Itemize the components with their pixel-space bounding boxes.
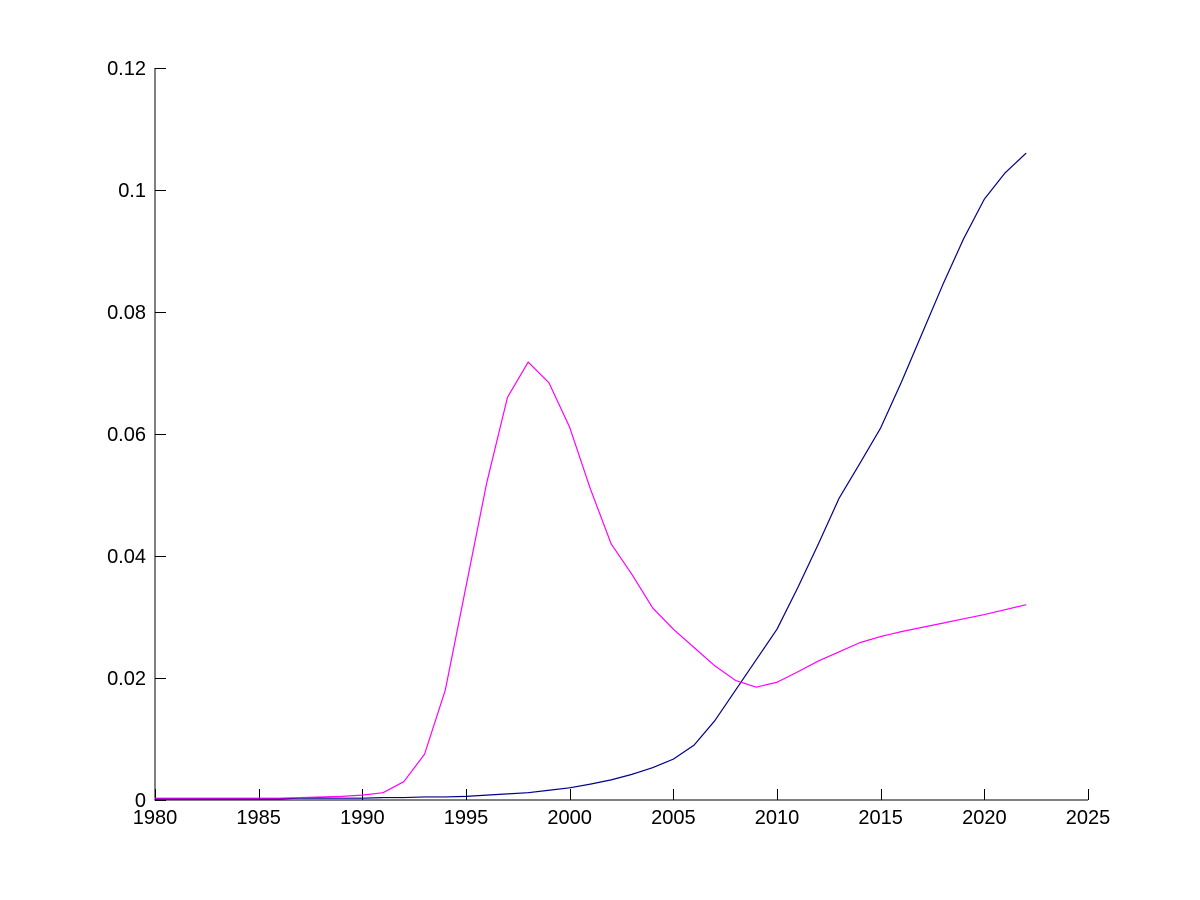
x-axis-tick-label: 1995 — [444, 807, 489, 829]
x-axis-tick-label: 2025 — [1066, 807, 1111, 829]
y-axis-tick-label: 0.04 — [107, 546, 146, 568]
axis-lines — [154, 68, 1088, 801]
x-axis-tick-label: 2010 — [755, 807, 800, 829]
y-axis-tick-label: 0.08 — [107, 302, 146, 324]
x-axis-tick-label: 2020 — [962, 807, 1007, 829]
y-axis-tick-label: 0.06 — [107, 424, 146, 446]
x-axis-tick-label: 2015 — [858, 807, 903, 829]
y-axis-tick-label: 0.1 — [118, 180, 146, 202]
y-axis-tick-label: 0.12 — [107, 58, 146, 80]
series-dark-blue-line — [154, 152, 1027, 800]
x-axis-tick-label: 2000 — [547, 807, 592, 829]
x-axis-tick-label: 1990 — [340, 807, 385, 829]
y-axis-tick-label: 0 — [135, 790, 146, 812]
x-axis-tick-label: 1980 — [133, 807, 178, 829]
y-axis-tick-label: 0.02 — [107, 668, 146, 690]
series-magenta-line — [154, 361, 1027, 799]
x-axis-tick-label: 1985 — [236, 807, 281, 829]
x-axis-tick-label: 2005 — [651, 807, 696, 829]
